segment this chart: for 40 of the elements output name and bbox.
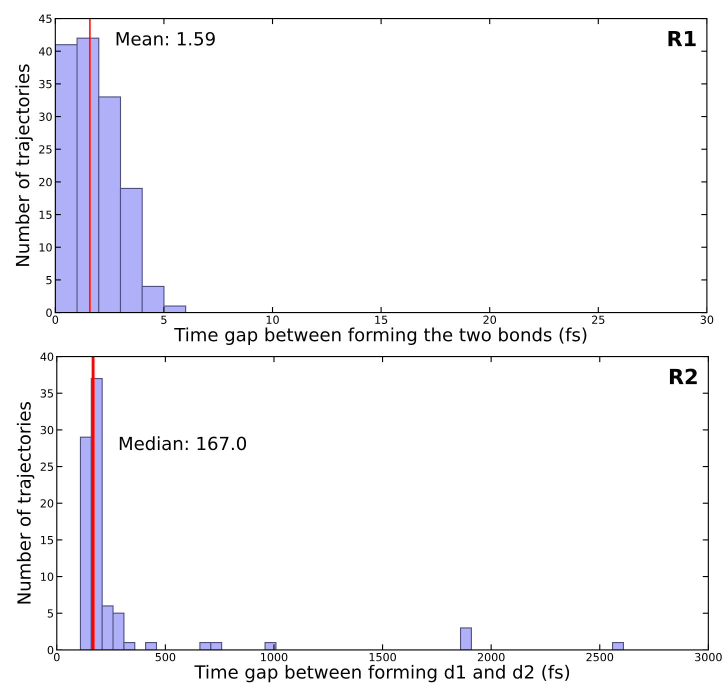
y-tick-label: 40 <box>38 47 52 56</box>
y-tick-label: 0 <box>46 308 52 317</box>
y-axis-title: Number of trajectories <box>16 402 34 604</box>
y-tick-label: 10 <box>41 572 54 581</box>
y-tick-label: 30 <box>39 112 52 121</box>
y-tick-label: 20 <box>39 178 52 186</box>
x-axis-title: Time gap between forming d1 and d2 (fs) <box>194 664 570 682</box>
x-tick-label: 2500 <box>586 652 614 662</box>
annotation: R1 <box>668 30 696 46</box>
x-tick-label: 20 <box>483 316 496 324</box>
y-tick-label: 35 <box>40 389 54 398</box>
y-tick-label: 20 <box>40 499 54 508</box>
x-tick-label: 1500 <box>370 652 396 662</box>
y-tick-label: 30 <box>40 426 54 434</box>
y-axis-title: Number of trajectories <box>15 64 33 266</box>
y-tick-label: 5 <box>48 609 54 618</box>
x-tick-label: 15 <box>375 316 388 324</box>
y-tick-label: 15 <box>40 210 52 219</box>
y-tick-label: 15 <box>41 536 54 544</box>
y-tick-label: 5 <box>46 276 52 284</box>
x-tick-label: 10 <box>266 316 279 324</box>
ref-line-label: Mean: 1.59 <box>116 32 215 46</box>
x-tick-label: 0 <box>54 652 60 662</box>
y-tick-label: 10 <box>40 243 52 252</box>
x-axis-title: Time gap between forming the two bonds (fs) <box>174 328 586 345</box>
x-tick-label: 500 <box>156 652 176 662</box>
y-tick-label: 40 <box>40 352 54 361</box>
ref-line-label: Median: 167.0 <box>120 436 246 450</box>
y-tick-label: 0 <box>48 646 54 654</box>
x-tick-label: 25 <box>592 316 604 324</box>
x-tick-label: 2000 <box>478 652 505 662</box>
annotation: R2 <box>670 368 697 384</box>
y-tick-label: 25 <box>40 462 54 471</box>
y-tick-label: 35 <box>39 80 52 88</box>
y-tick-label: 45 <box>38 14 52 23</box>
x-tick-label: 1000 <box>261 652 288 662</box>
y-tick-label: 25 <box>39 145 52 154</box>
x-tick-label: 30 <box>700 316 714 324</box>
x-tick-label: 3000 <box>695 652 722 662</box>
x-tick-label: 5 <box>161 316 166 324</box>
